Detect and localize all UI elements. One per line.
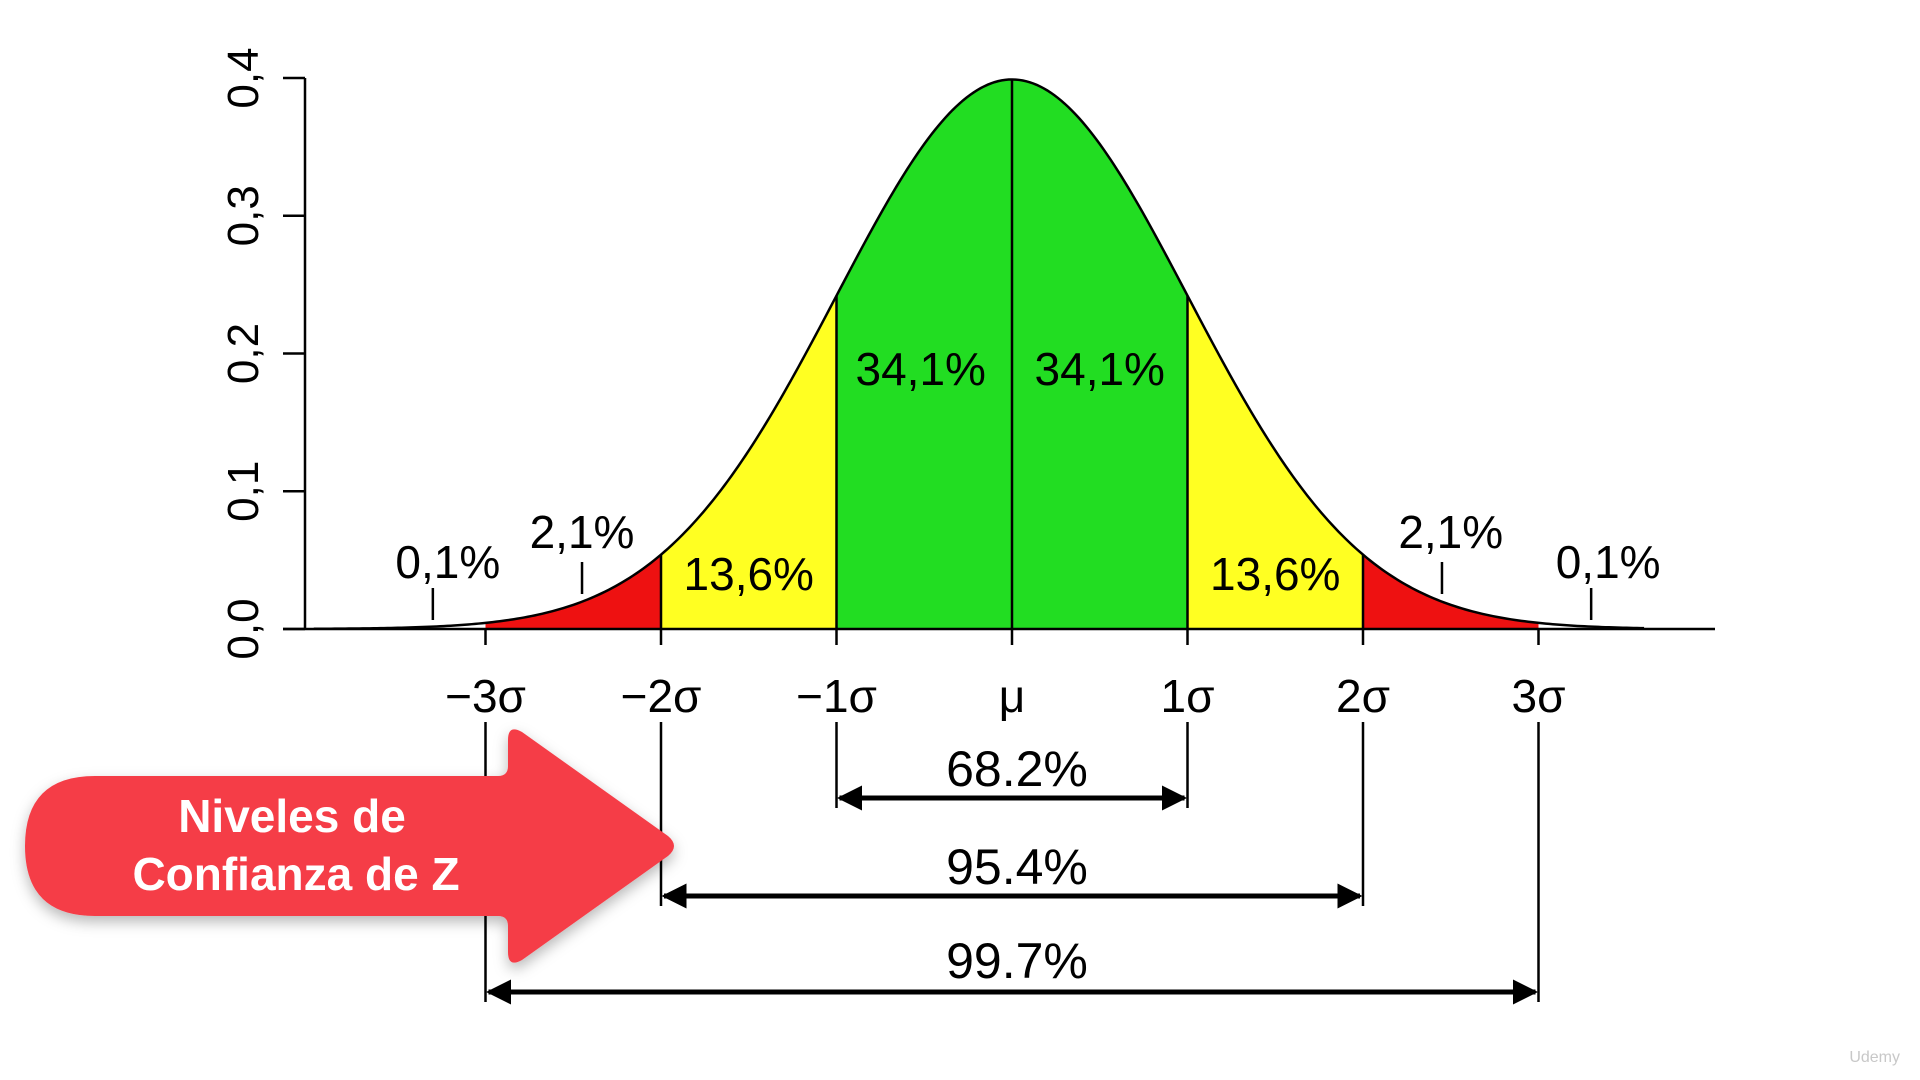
y-tick-label: 0,3 [219,185,268,246]
range-label: 99.7% [946,933,1088,989]
confidence-ranges: 68.2% 95.4% 99.7% [484,722,1540,1005]
segment-area-0 [485,554,661,629]
segment-label: 34,1% [856,343,986,395]
segment-area-2 [836,79,1012,629]
x-tick-label: 3σ [1512,670,1566,722]
x-tick-label: −3σ [445,670,526,722]
y-tick-label: 0,4 [219,47,268,108]
segment-label: 13,6% [1210,548,1340,600]
callout-line2: Confianza de Z [132,848,459,900]
y-tick-label: 0,2 [219,323,268,384]
segment-labels: 2,1% 13,6% 34,1% 34,1% 13,6% 2,1% 0,1% 0,1% [395,343,1661,620]
range-label: 95.4% [946,839,1088,895]
segment-area-3 [1012,79,1188,629]
tail-label: 0,1% [395,536,500,588]
callout: Niveles de Confianza de Z [25,729,674,963]
y-tick-label: 0,0 [219,598,268,659]
segment-label: 34,1% [1035,343,1165,395]
y-tick-label: 0,1 [219,461,268,522]
bell-curve [313,78,1645,631]
segment-label: 2,1% [1398,506,1503,558]
watermark-logo: Udemy [1849,1049,1900,1066]
tail-label: 0,1% [1556,536,1661,588]
x-tick-label: μ [999,670,1026,722]
callout-line1: Niveles de [178,790,406,842]
segment-area-5 [1363,554,1539,629]
x-tick-label: 2σ [1336,670,1390,722]
x-tick-label: 1σ [1161,670,1215,722]
x-tick-label: −1σ [796,670,877,722]
curve-segments [485,79,1539,629]
range-label: 68.2% [946,741,1088,797]
segment-label: 13,6% [684,548,814,600]
segment-label: 2,1% [530,506,635,558]
callout-arrow [25,729,674,963]
axes: 0,0 0,1 0,2 0,3 0,4 −3σ −2σ −1σ μ 1σ 2σ 3σ [219,47,1715,722]
x-tick-label: −2σ [621,670,702,722]
curve-outline [313,78,1645,631]
